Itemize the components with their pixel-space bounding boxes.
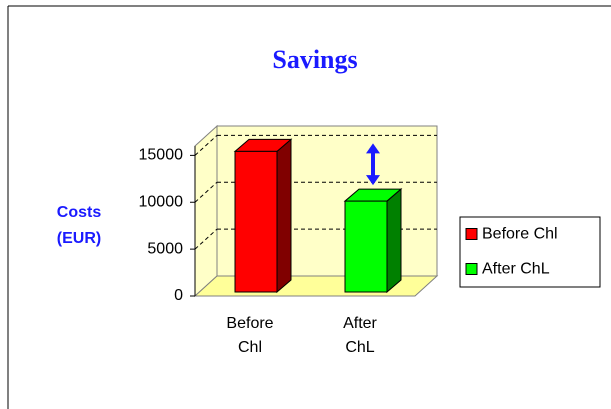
x-tick-label: After ChL (343, 315, 377, 356)
y-tick-label: 15000 (139, 147, 184, 164)
y-axis-label: Costs (EUR) (56, 204, 102, 247)
legend-swatch (465, 263, 478, 275)
y-tick-label: 10000 (139, 193, 184, 210)
bar-front (344, 200, 388, 293)
y-tick-label: 5000 (147, 240, 183, 257)
arrow-head (366, 175, 380, 186)
bar (343, 187, 403, 294)
grid-line (194, 228, 218, 250)
bar-side (276, 138, 292, 294)
y-tick-label: 0 (174, 287, 183, 304)
chart-title: Savings (272, 45, 357, 74)
legend-swatch (465, 228, 478, 240)
legend-label: After ChL (482, 261, 550, 278)
x-tick-label: Before Chl (226, 315, 274, 356)
side-wall (194, 124, 218, 298)
grid-line (194, 181, 218, 203)
legend-box (459, 216, 601, 288)
arrow-head (366, 143, 380, 154)
bar-side (386, 187, 402, 294)
grid-line (194, 135, 218, 156)
bar-front (234, 150, 278, 293)
bar (233, 138, 293, 294)
legend-label: Before Chl (482, 226, 558, 243)
